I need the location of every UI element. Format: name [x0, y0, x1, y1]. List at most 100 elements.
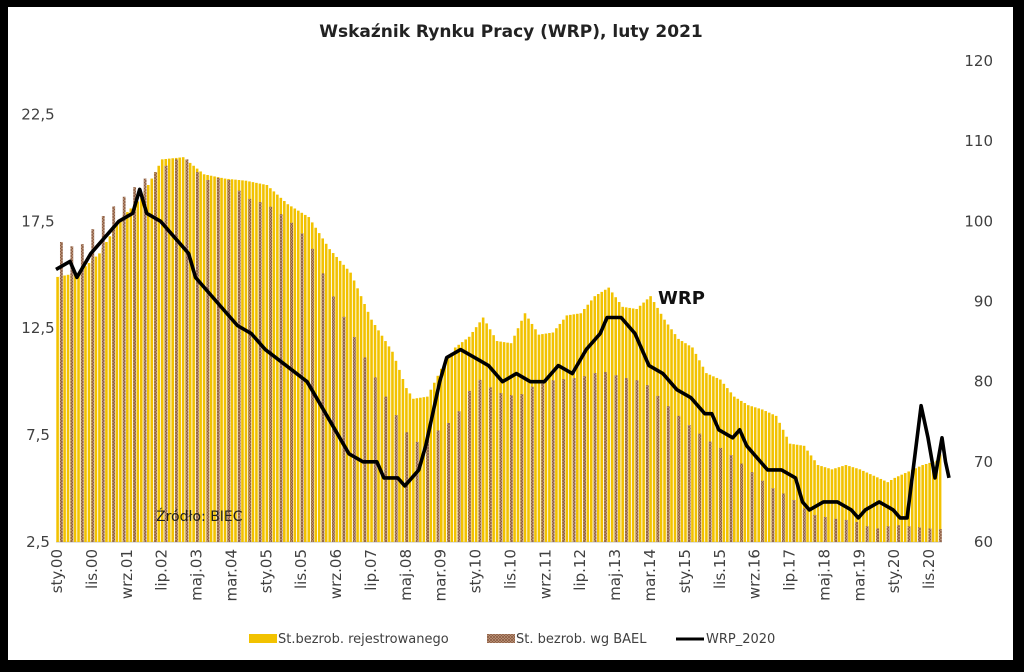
bar-registered: [691, 347, 694, 542]
bar-registered: [649, 296, 652, 542]
bar-registered: [537, 334, 541, 542]
bar-bael: [426, 436, 430, 542]
bar-registered: [251, 182, 255, 542]
bar-registered: [502, 342, 506, 542]
bar-registered: [359, 296, 363, 542]
bar-bael: [91, 229, 95, 542]
x-tick-label: mar.09: [432, 549, 450, 601]
chart-svg: Wskaźnik Rynku Pracy (WRP), luty 2021 2,…: [21, 22, 993, 647]
source-annotation: Źródło: BIEC: [156, 507, 243, 525]
bar-registered: [440, 368, 443, 542]
bar-registered: [701, 366, 705, 542]
bar-registered: [370, 319, 373, 542]
bar-registered: [733, 396, 736, 542]
bar-registered: [589, 300, 593, 542]
bar-bael: [384, 396, 388, 542]
bar-bael: [907, 526, 911, 542]
x-tick-label: lis.10: [501, 549, 519, 589]
registered-unemployment-bars: [56, 157, 942, 543]
bar-bael: [216, 177, 220, 543]
bar-registered: [136, 201, 140, 542]
bar-registered: [223, 178, 227, 543]
bar-registered: [283, 201, 286, 542]
bar-registered: [527, 318, 530, 542]
bar-registered: [199, 171, 202, 543]
bar-bael: [646, 385, 649, 542]
right-tick-label: 90: [974, 293, 993, 311]
bar-bael: [468, 390, 471, 542]
bar-registered: [443, 363, 447, 542]
bar-bael: [258, 202, 262, 543]
chart-title: Wskaźnik Rynku Pracy (WRP), luty 2021: [319, 22, 703, 42]
bar-registered: [726, 388, 729, 542]
bar-registered: [722, 383, 726, 542]
bar-bael: [562, 379, 566, 542]
bar-registered: [795, 444, 799, 542]
bar-bael: [352, 337, 356, 542]
bar-registered: [781, 429, 785, 542]
bar-registered: [910, 469, 914, 542]
x-tick-label: lis.15: [711, 549, 729, 589]
bar-bael: [541, 381, 545, 542]
bar-registered: [712, 376, 715, 542]
bar-bael: [59, 241, 63, 542]
bar-registered: [192, 165, 195, 543]
bar-registered: [338, 260, 342, 542]
bar-bael: [70, 246, 74, 542]
bar-bael: [269, 206, 273, 542]
bar-bael: [101, 215, 105, 542]
bar-registered: [917, 466, 921, 542]
bar-registered: [886, 482, 890, 542]
bar-registered: [108, 236, 112, 542]
bar-registered: [896, 476, 900, 542]
bar-registered: [66, 274, 70, 542]
x-tick-label: lis.00: [83, 549, 101, 589]
bar-registered: [638, 305, 642, 542]
bar-registered: [848, 466, 851, 542]
bar-registered: [408, 393, 412, 542]
bar-registered: [429, 389, 433, 542]
bar-registered: [610, 292, 614, 542]
bar-registered: [356, 288, 359, 542]
bar-registered: [921, 465, 924, 542]
bar-bael: [112, 206, 116, 542]
left-tick-label: 7,5: [26, 426, 50, 444]
bar-registered: [412, 398, 415, 542]
bar-registered: [579, 313, 583, 542]
bar-registered: [157, 165, 161, 543]
bar-bael: [886, 526, 890, 542]
legend-label-bael: St. bezrob. wg BAEL: [516, 632, 647, 647]
bar-bael: [332, 296, 335, 542]
bar-registered: [387, 346, 391, 542]
x-tick-label: mar.04: [222, 549, 240, 601]
bar-bael: [614, 375, 618, 542]
bar-registered: [544, 333, 548, 542]
x-tick-label: wrz.16: [746, 549, 764, 599]
bar-bael: [897, 525, 900, 542]
bar-bael: [750, 472, 754, 542]
bar-registered: [234, 179, 237, 542]
bar-registered: [495, 341, 499, 542]
legend-label-wrp: WRP_2020: [706, 632, 775, 647]
bar-bael: [499, 393, 503, 542]
bar-registered: [558, 323, 562, 542]
left-tick-label: 17,5: [21, 212, 54, 230]
bar-registered: [548, 333, 551, 542]
bar-registered: [265, 184, 269, 543]
bar-registered: [858, 469, 862, 542]
bar-bael: [489, 387, 492, 542]
bar-registered: [743, 403, 747, 542]
bar-registered: [628, 307, 631, 542]
bar-registered: [105, 241, 108, 542]
bar-bael: [666, 406, 670, 542]
bar-bael: [436, 430, 440, 542]
x-tick-label: mar.14: [641, 549, 659, 601]
left-axis-ticks: 2,5 7,5 12,5 17,5 22,5: [21, 105, 54, 551]
bar-registered: [398, 369, 401, 542]
bael-unemployment-bars: [59, 159, 942, 543]
bar-registered: [146, 184, 150, 543]
bar-registered: [705, 373, 708, 542]
bar-registered: [924, 463, 928, 542]
bar-registered: [115, 224, 119, 542]
bar-bael: [363, 357, 367, 542]
